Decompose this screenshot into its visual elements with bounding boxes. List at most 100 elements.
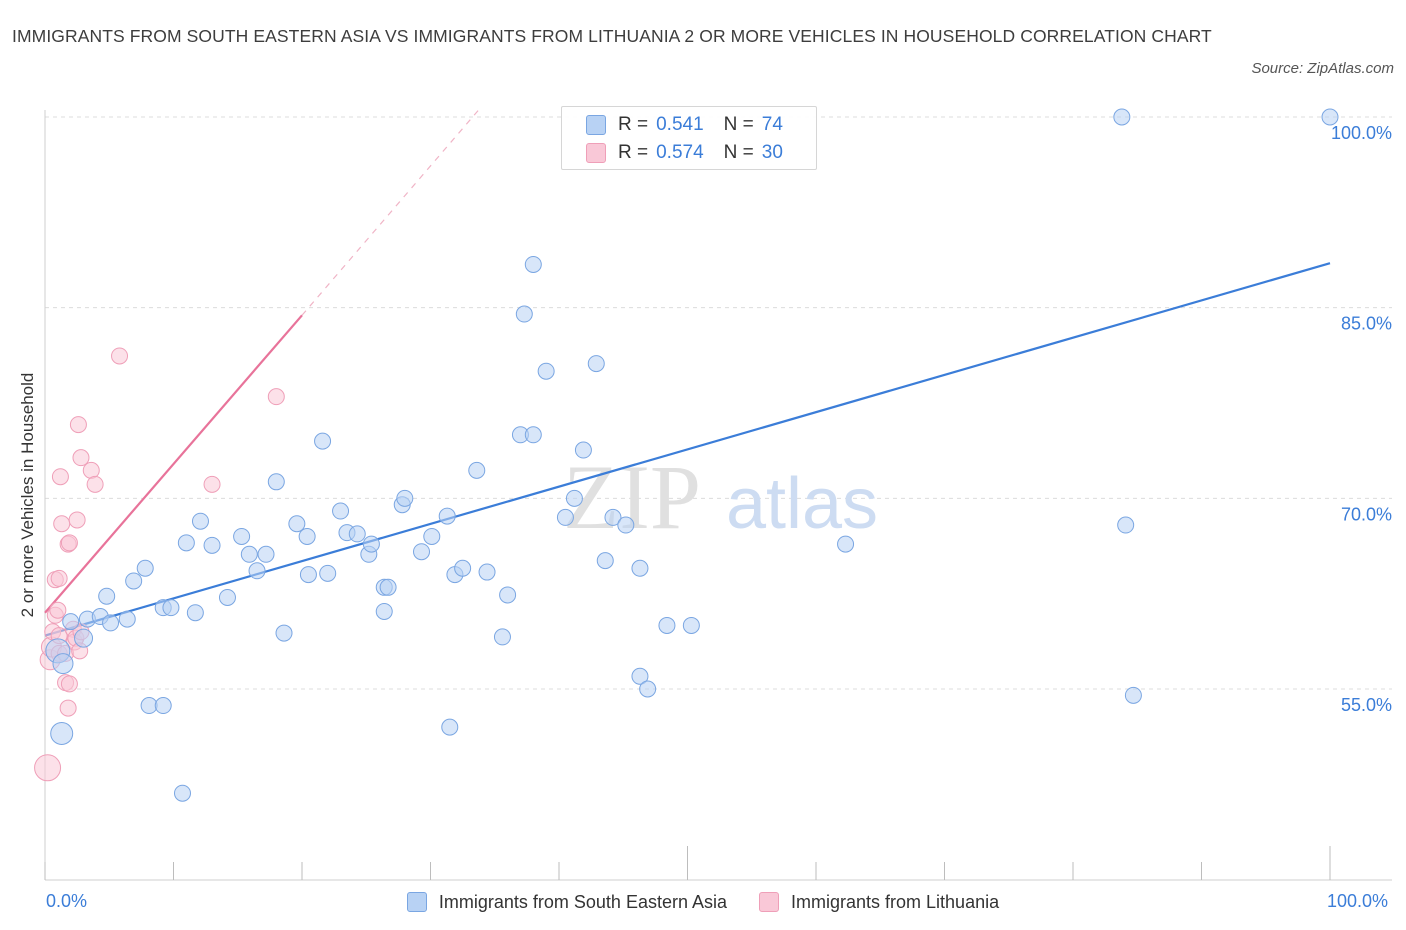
point-lithuania bbox=[82, 461, 100, 479]
point-lithuania bbox=[72, 449, 90, 467]
point-south-eastern-asia bbox=[267, 473, 285, 491]
point-south-eastern-asia bbox=[162, 599, 180, 617]
point-south-eastern-asia bbox=[639, 680, 657, 698]
point-lithuania bbox=[68, 511, 86, 529]
point-lithuania bbox=[59, 699, 77, 717]
point-lithuania bbox=[111, 347, 129, 365]
point-lithuania bbox=[267, 388, 285, 406]
axes bbox=[44, 110, 1392, 881]
y-tick-label: 85.0% bbox=[1341, 314, 1392, 334]
point-south-eastern-asia bbox=[524, 255, 542, 273]
point-south-eastern-asia bbox=[186, 604, 204, 622]
point-south-eastern-asia bbox=[257, 545, 275, 563]
point-south-eastern-asia bbox=[617, 516, 635, 534]
correlation-legend: R = 0.541 N = 74 R = 0.574 N = 30 bbox=[561, 106, 817, 170]
legend-row-blue: R = 0.541 N = 74 bbox=[586, 111, 783, 139]
watermark: ZIP atlas bbox=[563, 446, 878, 548]
point-south-eastern-asia bbox=[1113, 108, 1131, 126]
point-south-eastern-asia bbox=[98, 587, 116, 605]
legend-r-label: R = bbox=[618, 142, 649, 163]
point-south-eastern-asia bbox=[314, 432, 332, 450]
point-south-eastern-asia bbox=[288, 515, 306, 533]
point-south-eastern-asia bbox=[631, 559, 649, 577]
point-lithuania bbox=[69, 416, 87, 434]
point-south-eastern-asia bbox=[565, 489, 583, 507]
point-south-eastern-asia bbox=[524, 426, 542, 444]
point-south-eastern-asia bbox=[299, 566, 317, 584]
point-south-eastern-asia bbox=[177, 534, 195, 552]
point-south-eastern-asia bbox=[556, 508, 574, 526]
point-south-eastern-asia bbox=[173, 784, 191, 802]
legend-n-label: N = bbox=[723, 142, 754, 163]
point-lithuania bbox=[34, 754, 62, 782]
point-south-eastern-asia bbox=[62, 613, 80, 631]
point-south-eastern-asia bbox=[233, 527, 251, 545]
point-south-eastern-asia bbox=[74, 628, 94, 648]
point-south-eastern-asia bbox=[423, 527, 441, 545]
point-south-eastern-asia bbox=[413, 543, 431, 561]
point-south-eastern-asia bbox=[396, 489, 414, 507]
point-south-eastern-asia bbox=[319, 564, 337, 582]
point-south-eastern-asia bbox=[587, 355, 605, 373]
point-south-eastern-asia bbox=[441, 718, 459, 736]
points bbox=[34, 108, 1339, 802]
y-tick-label: 100.0% bbox=[1331, 123, 1392, 143]
point-south-eastern-asia bbox=[154, 697, 172, 715]
watermark-zip: ZIP bbox=[563, 446, 701, 548]
legend-label: Immigrants from Lithuania bbox=[791, 891, 1000, 912]
point-south-eastern-asia bbox=[379, 578, 397, 596]
point-south-eastern-asia bbox=[275, 624, 293, 642]
legend-swatch-blue bbox=[586, 115, 606, 135]
point-south-eastern-asia bbox=[203, 536, 221, 554]
y-tick-labels: 55.0% 70.0% 85.0% 100.0% bbox=[1331, 123, 1392, 715]
point-south-eastern-asia bbox=[574, 441, 592, 459]
watermark-atlas: atlas bbox=[726, 464, 878, 544]
point-south-eastern-asia bbox=[140, 697, 158, 715]
point-lithuania bbox=[203, 475, 221, 493]
point-south-eastern-asia bbox=[332, 502, 350, 520]
legend-row-pink: R = 0.574 N = 30 bbox=[586, 139, 783, 167]
trend-line-south-eastern-asia bbox=[44, 262, 1331, 637]
point-south-eastern-asia bbox=[1117, 516, 1135, 534]
point-south-eastern-asia bbox=[118, 610, 136, 628]
point-lithuania bbox=[49, 601, 67, 619]
legend-item-lithuania: Immigrants from Lithuania bbox=[759, 892, 999, 913]
legend-r-label: R = bbox=[618, 114, 649, 135]
y-tick-label: 70.0% bbox=[1341, 504, 1392, 524]
legend-swatch-pink bbox=[586, 143, 606, 163]
point-south-eastern-asia bbox=[248, 562, 266, 580]
point-south-eastern-asia bbox=[240, 545, 258, 563]
point-south-eastern-asia bbox=[454, 559, 472, 577]
point-south-eastern-asia bbox=[1124, 686, 1142, 704]
point-south-eastern-asia bbox=[604, 508, 622, 526]
chart-title: IMMIGRANTS FROM SOUTH EASTERN ASIA VS IM… bbox=[12, 26, 1212, 46]
point-south-eastern-asia bbox=[362, 535, 380, 553]
point-south-eastern-asia bbox=[631, 667, 649, 685]
trend-lines bbox=[44, 110, 1331, 637]
point-south-eastern-asia bbox=[1321, 108, 1339, 126]
trend-extension-lithuania bbox=[301, 110, 479, 316]
point-south-eastern-asia bbox=[478, 563, 496, 581]
trend-line-lithuania bbox=[44, 314, 303, 614]
point-lithuania bbox=[50, 569, 68, 587]
legend-item-south-eastern-asia: Immigrants from South Eastern Asia bbox=[406, 892, 727, 913]
legend-n-value: 30 bbox=[761, 142, 783, 163]
y-axis-label: 2 or more Vehicles in Household bbox=[18, 372, 37, 618]
point-south-eastern-asia bbox=[537, 362, 555, 380]
grid-lines bbox=[45, 116, 1392, 690]
point-south-eastern-asia bbox=[218, 588, 236, 606]
point-south-eastern-asia bbox=[499, 586, 517, 604]
series-legend: Immigrants from South Eastern Asia Immig… bbox=[0, 887, 1406, 917]
point-south-eastern-asia bbox=[102, 614, 120, 632]
point-south-eastern-asia bbox=[50, 721, 74, 745]
point-south-eastern-asia bbox=[493, 628, 511, 646]
point-south-eastern-asia bbox=[596, 552, 614, 570]
point-south-eastern-asia bbox=[682, 616, 700, 634]
point-south-eastern-asia bbox=[348, 525, 366, 543]
y-tick-label: 55.0% bbox=[1341, 695, 1392, 715]
point-south-eastern-asia bbox=[515, 305, 533, 323]
x-tick-label-min: 0.0% bbox=[46, 891, 88, 911]
point-south-eastern-asia bbox=[298, 527, 316, 545]
legend-r-value: 0.541 bbox=[656, 114, 704, 135]
